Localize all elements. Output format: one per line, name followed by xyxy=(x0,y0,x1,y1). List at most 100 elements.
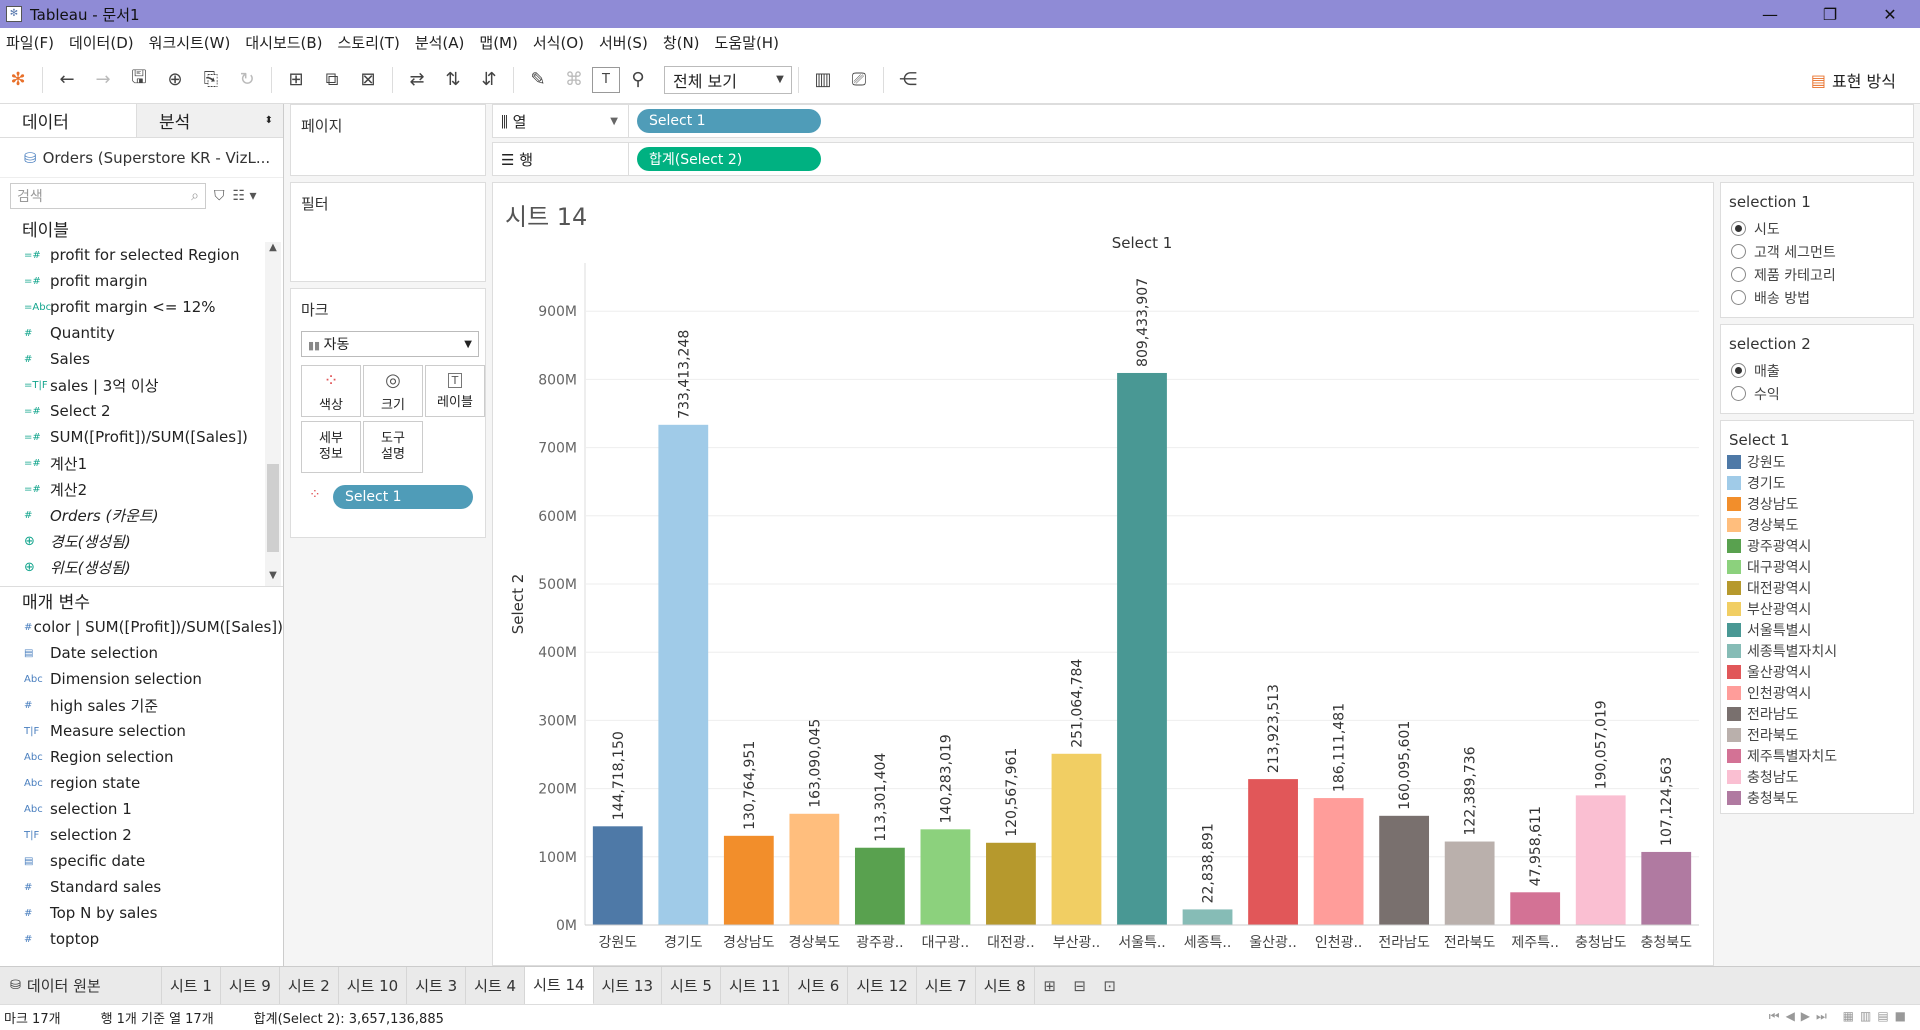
parameter-item[interactable]: # high sales 기준 xyxy=(0,692,283,718)
new-worksheet-icon[interactable]: ⊞ xyxy=(288,69,304,90)
radio-button[interactable] xyxy=(1731,244,1746,259)
parameter-item[interactable]: Abc region state xyxy=(0,770,283,796)
sort-descending-icon[interactable]: ⇵ xyxy=(481,69,497,90)
sheet-tab[interactable]: 시트 2 xyxy=(280,966,339,1005)
view-mode-select[interactable]: 전체 보기 ▼ xyxy=(664,65,792,94)
sheet-tab[interactable]: 시트 14 xyxy=(525,966,594,1005)
menu-item-1[interactable]: 데이터(D) xyxy=(68,33,134,52)
selection2-option[interactable]: 매출 xyxy=(1721,359,1913,382)
parameter-item[interactable]: Abc selection 1 xyxy=(0,796,283,822)
bar[interactable] xyxy=(986,842,1036,925)
new-story-icon[interactable]: ⊡ xyxy=(1103,976,1116,995)
field-item[interactable]: =# 계산1 xyxy=(0,450,283,476)
parameter-item[interactable]: T|F selection 2 xyxy=(0,822,283,848)
scroll-down-icon[interactable]: ▼ xyxy=(269,570,277,581)
field-item[interactable]: # Sales xyxy=(0,346,283,372)
legend-item[interactable]: 대전광역시 xyxy=(1721,577,1913,598)
show-labels-icon[interactable]: T xyxy=(592,66,620,93)
legend-item[interactable]: 강원도 xyxy=(1721,451,1913,472)
scroll-thumb[interactable] xyxy=(267,464,279,552)
field-item[interactable]: # Quantity xyxy=(0,320,283,346)
menu-item-10[interactable]: 도움말(H) xyxy=(714,33,779,52)
bar[interactable] xyxy=(1575,795,1626,925)
bar[interactable] xyxy=(789,813,840,925)
field-item[interactable]: =# profit margin xyxy=(0,268,283,294)
pages-shelf[interactable]: 페이지 xyxy=(290,104,486,176)
sheet-tab[interactable]: 시트 8 xyxy=(976,966,1035,1005)
filters-shelf[interactable]: 필터 xyxy=(290,182,486,282)
field-item[interactable]: ⊕ 경도(생성됨) xyxy=(0,528,283,554)
field-item[interactable]: =# Select 2 xyxy=(0,398,283,424)
radio-button[interactable] xyxy=(1731,363,1746,378)
legend-item[interactable]: 전라북도 xyxy=(1721,724,1913,745)
label-button[interactable]: T 레이블 xyxy=(425,365,485,417)
bar[interactable] xyxy=(1641,851,1692,925)
marks-select1-pill[interactable]: Select 1 xyxy=(333,485,473,509)
clear-sheet-icon[interactable]: ⊠ xyxy=(360,69,376,90)
sort-ascending-icon[interactable]: ⇅ xyxy=(445,69,461,90)
bar[interactable] xyxy=(920,829,971,925)
columns-shelf[interactable]: ⫼ 열 ▼ Select 1 xyxy=(492,104,1914,138)
rows-sum-select2-pill[interactable]: 합계(Select 2) xyxy=(637,147,821,171)
tab-datasource[interactable]: ⛁ 데이터 원본 xyxy=(0,966,162,1005)
view-options-icon[interactable]: ☷ ▾ xyxy=(232,188,257,204)
menu-item-2[interactable]: 워크시트(W) xyxy=(148,33,231,52)
legend-item[interactable]: 경상북도 xyxy=(1721,514,1913,535)
share-icon[interactable]: ⋲ xyxy=(899,69,917,90)
bar[interactable] xyxy=(1182,909,1233,925)
radio-button[interactable] xyxy=(1731,221,1746,236)
scroll-up-icon[interactable]: ▲ xyxy=(269,242,277,253)
menu-item-0[interactable]: 파일(F) xyxy=(6,33,54,52)
new-dashboard-icon[interactable]: ⊟ xyxy=(1073,976,1086,995)
menu-item-6[interactable]: 맵(M) xyxy=(479,33,518,52)
sheet-tab[interactable]: 시트 10 xyxy=(339,966,408,1005)
tooltip-button[interactable]: 도구 설명 xyxy=(363,421,423,473)
fix-axes-icon[interactable]: ⚲ xyxy=(631,69,645,90)
legend-item[interactable]: 서울특별시 xyxy=(1721,619,1913,640)
legend-item[interactable]: 전라남도 xyxy=(1721,703,1913,724)
bar[interactable] xyxy=(1379,815,1430,925)
radio-button[interactable] xyxy=(1731,290,1746,305)
field-item[interactable]: =T|F sales | 3억 이상 xyxy=(0,372,283,398)
sheet-tab[interactable]: 시트 4 xyxy=(466,966,526,1005)
parameter-item[interactable]: # color | SUM([Profit])/SUM([Sales]) xyxy=(0,614,283,640)
legend-item[interactable]: 광주광역시 xyxy=(1721,535,1913,556)
sheet-tab[interactable]: 시트 1 xyxy=(162,966,221,1005)
bar[interactable] xyxy=(1444,841,1495,925)
columns-select1-pill[interactable]: Select 1 xyxy=(637,109,821,133)
parameter-item[interactable]: # Standard sales xyxy=(0,874,283,900)
menu-item-4[interactable]: 스토리(T) xyxy=(337,33,400,52)
legend-item[interactable]: 부산광역시 xyxy=(1721,598,1913,619)
field-item[interactable]: =# SUM([Profit])/SUM([Sales]) xyxy=(0,424,283,450)
size-button[interactable]: ◎ 크기 xyxy=(363,365,423,417)
sheet-tab[interactable]: 시트 9 xyxy=(221,966,280,1005)
radio-button[interactable] xyxy=(1731,267,1746,282)
mark-type-select[interactable]: ▮▮ 자동 ▼ xyxy=(301,331,479,357)
bar[interactable] xyxy=(1510,892,1561,925)
parameter-item[interactable]: Abc Dimension selection xyxy=(0,666,283,692)
menu-item-5[interactable]: 분석(A) xyxy=(414,33,465,52)
parameter-item[interactable]: T|F Measure selection xyxy=(0,718,283,744)
parameter-item[interactable]: # Top N by sales xyxy=(0,900,283,926)
swap-icon[interactable]: ⇄ xyxy=(409,69,425,90)
field-item[interactable]: =# profit for selected Region xyxy=(0,242,283,268)
search-input[interactable]: 검색 ⌕ xyxy=(10,183,206,209)
rows-shelf[interactable]: ☰ 행 합계(Select 2) xyxy=(492,142,1914,176)
radio-button[interactable] xyxy=(1731,386,1746,401)
legend-item[interactable]: 충청남도 xyxy=(1721,766,1913,787)
legend-item[interactable]: 충청북도 xyxy=(1721,787,1913,808)
group-icon[interactable]: ⌘ xyxy=(565,69,583,90)
minimize-button[interactable]: — xyxy=(1762,4,1778,24)
menu-item-8[interactable]: 서버(S) xyxy=(598,33,648,52)
sheet-tab[interactable]: 시트 12 xyxy=(848,966,917,1005)
new-datasource-icon[interactable]: ⊕ xyxy=(167,69,183,90)
duplicate-sheet-icon[interactable]: ⧉ xyxy=(325,69,339,90)
bar[interactable] xyxy=(1313,798,1364,925)
legend-item[interactable]: 세종특별자치시 xyxy=(1721,640,1913,661)
parameter-item[interactable]: ▤ specific date xyxy=(0,848,283,874)
status-nav-icons[interactable]: ⏮◀▶⏭ ▦▥▤■ xyxy=(1768,1009,1912,1023)
parameter-item[interactable]: ▤ Date selection xyxy=(0,640,283,666)
sheet-tab[interactable]: 시트 5 xyxy=(662,966,721,1005)
datasource-item[interactable]: ⛁ Orders (Superstore KR - VizL... xyxy=(0,138,283,178)
presentation-mode-icon[interactable]: ⎚ xyxy=(851,69,867,90)
